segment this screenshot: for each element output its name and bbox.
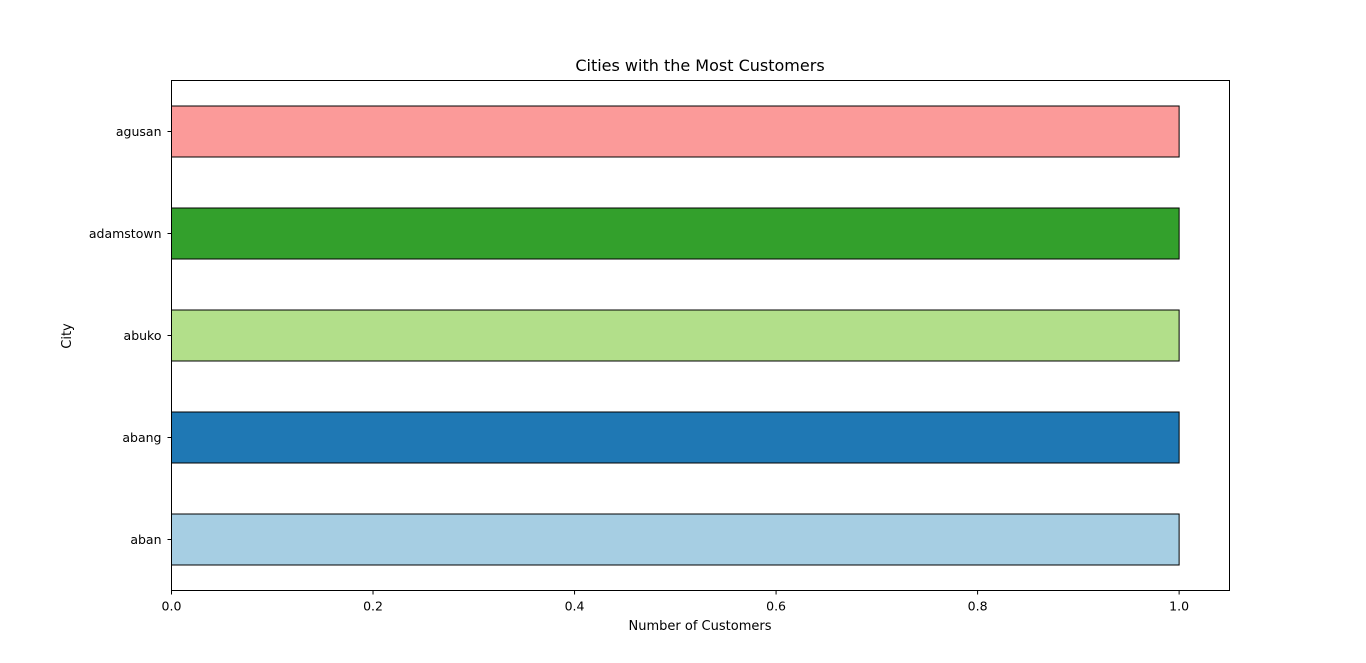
x-axis-ticks: 0.0 0.2 0.4 0.6 0.8 1.0 (162, 590, 1189, 614)
x-tick-label: 0.6 (766, 599, 786, 614)
y-axis-label: City (60, 323, 75, 349)
y-tick-label-abuko: abuko (124, 328, 162, 343)
bar-adamstown (171, 207, 1180, 260)
x-axis-label: Number of Customers (629, 619, 772, 634)
y-tick-label-agusan: agusan (116, 124, 162, 139)
y-tick-label-aban: aban (130, 532, 161, 547)
y-tick-label-abang: abang (122, 430, 161, 445)
x-tick-label: 0.8 (968, 599, 988, 614)
x-tick-label: 1.0 (1169, 599, 1189, 614)
x-tick-label: 0.4 (565, 599, 585, 614)
y-axis-ticks: aban abang abuko adamstown agusan (89, 124, 172, 547)
bar-aban (171, 513, 1180, 566)
chart-title: Cities with the Most Customers (575, 56, 824, 75)
bar-agusan (171, 105, 1180, 158)
bar-abang (171, 411, 1180, 464)
bars-group (171, 105, 1180, 566)
x-tick-label: 0.2 (363, 599, 383, 614)
y-tick-label-adamstown: adamstown (89, 226, 162, 241)
bar-abuko (171, 309, 1180, 362)
x-tick-label: 0.0 (162, 599, 182, 614)
